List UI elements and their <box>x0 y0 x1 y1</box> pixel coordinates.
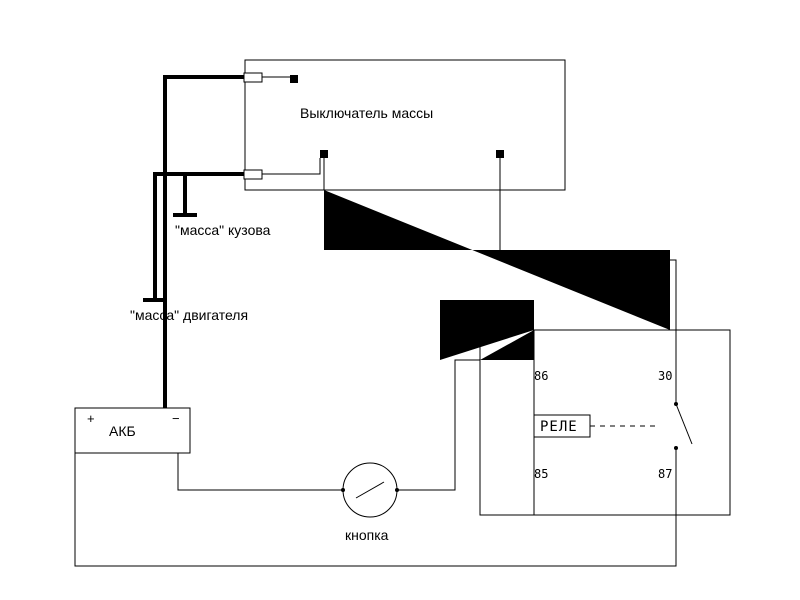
switch-aux-terminal <box>244 170 262 179</box>
thick-wire-battery_to_switch <box>165 77 244 408</box>
button-to-relay <box>397 360 480 490</box>
relay-contact-top-dot <box>674 402 678 406</box>
ground-body-label: "масса" кузова <box>175 222 271 238</box>
button-label: кнопка <box>345 527 389 543</box>
thick-wire-switch_to_body_gnd <box>185 174 244 215</box>
switch-main-terminal <box>244 73 262 82</box>
relay-pin-86: 86 <box>534 369 548 383</box>
relay-contact-bot-dot <box>674 446 678 450</box>
switch-title: Выключатель массы <box>300 105 433 121</box>
switch-node-2 <box>320 150 328 158</box>
relay-label: РЕЛЕ <box>540 419 578 435</box>
battery-neg-to-button <box>178 453 343 490</box>
relay-pin-87: 87 <box>658 467 672 481</box>
relay-sw-arm <box>676 404 692 444</box>
battery-label: АКБ <box>109 423 136 439</box>
switch-node-3 <box>496 150 504 158</box>
switch-node-1 <box>290 75 298 83</box>
battery-minus: − <box>172 411 180 426</box>
relay-pin-30: 30 <box>658 369 672 383</box>
battery-plus: + <box>87 411 95 426</box>
ground-engine-label: "масса" двигателя <box>130 307 248 323</box>
relay-pin-85: 85 <box>534 467 548 481</box>
